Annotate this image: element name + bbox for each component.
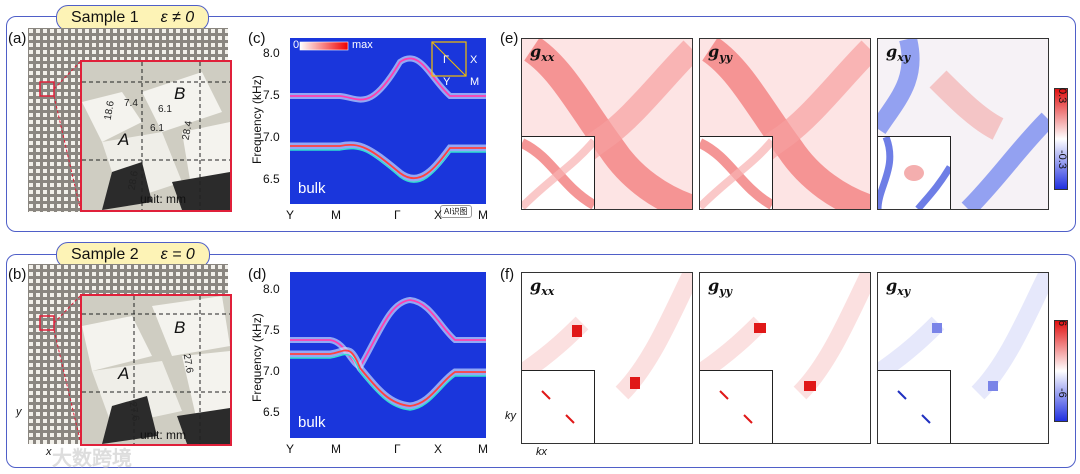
watermark-text: 大数跨境 — [52, 448, 132, 470]
metric-inset — [522, 370, 595, 443]
ai-badge[interactable]: AI识图 — [440, 205, 472, 218]
colorbar-bottom-label: -0.3 — [1056, 150, 1068, 169]
y-tick: 6.5 — [263, 172, 280, 186]
y-tick: 7.0 — [263, 364, 280, 378]
bulk-label: bulk — [298, 180, 326, 197]
sample-2-epsilon: ε = 0 — [160, 246, 195, 263]
metric-panel-gxy-2 — [877, 272, 1049, 444]
metric-panel-gxy-1 — [877, 38, 1049, 210]
colorbar-max: max — [352, 39, 373, 51]
unit-label: unit: mm — [140, 428, 187, 442]
metric-panel-gyy-1 — [699, 38, 871, 210]
sample-2-tag: Sample 2 ε = 0 — [56, 242, 210, 268]
sample-1-tag: Sample 1 ε ≠ 0 — [56, 5, 210, 31]
metric-inset — [878, 136, 951, 209]
y-tick: 8.0 — [263, 46, 280, 60]
x-tick: M — [331, 208, 341, 222]
colorbar-2 — [1054, 320, 1068, 422]
dim-label: 7.4 — [124, 98, 138, 109]
dim-label: 6.1 — [158, 104, 172, 115]
region-b-label: B — [174, 318, 186, 337]
metric-inset — [700, 136, 773, 209]
metric-inset — [700, 370, 773, 443]
panel-title-gyy: gyy — [708, 276, 732, 299]
axis-kx-label: kx — [536, 446, 547, 458]
sample-1-zoom — [80, 60, 232, 212]
bz-gamma-label: Γ — [443, 54, 450, 66]
sample-1-label: Sample 1 — [71, 9, 139, 26]
x-tick: X — [434, 208, 443, 222]
colorbar-min: 0 — [293, 39, 300, 51]
colorbar-bottom-label: -6 — [1056, 388, 1068, 398]
bulk-label: bulk — [298, 414, 326, 431]
x-tick: M — [331, 442, 341, 456]
dim-label: 6.1 — [150, 123, 164, 134]
band-structure-2 — [290, 272, 486, 438]
axis-y-label: y — [16, 406, 22, 418]
x-tick: Y — [286, 442, 295, 456]
y-tick: 7.5 — [263, 323, 280, 337]
region-a-label: A — [118, 130, 130, 149]
region-b-label: B — [174, 84, 186, 103]
x-tick: Γ — [394, 442, 401, 456]
panel-title-gxy: gxy — [886, 42, 911, 65]
panel-title-gxx: gxx — [530, 42, 555, 65]
region-a-label: A — [118, 364, 130, 383]
bz-m-label: M — [470, 76, 480, 88]
panel-title-gxy: gxy — [886, 276, 911, 299]
colorbar-top-label: 6 — [1056, 320, 1068, 327]
panel-b-label: (b) — [8, 266, 27, 283]
x-tick: M — [478, 208, 488, 222]
colorbar-1 — [1054, 88, 1068, 190]
metric-panel-gxx-2 — [521, 272, 693, 444]
sample-2-label: Sample 2 — [71, 246, 139, 263]
metric-panel-gxx-1 — [521, 38, 693, 210]
panel-c-label: (c) — [248, 30, 266, 47]
metric-inset — [878, 370, 951, 443]
x-tick: M — [478, 442, 488, 456]
panel-title-gxx: gxx — [530, 276, 555, 299]
bz-y-label: Y — [443, 76, 451, 88]
metric-panel-gyy-2 — [699, 272, 871, 444]
y-axis-label: Frequency (kHz) — [250, 313, 264, 402]
panel-a-label: (a) — [8, 30, 27, 47]
sample-1-epsilon: ε ≠ 0 — [160, 9, 195, 26]
panel-e-label: (e) — [500, 30, 519, 47]
panel-title-gyy: gyy — [708, 42, 732, 65]
y-tick: 7.0 — [263, 130, 280, 144]
y-tick: 8.0 — [263, 282, 280, 296]
x-tick: Y — [286, 208, 295, 222]
band-structure-1 — [290, 38, 486, 204]
y-axis-label: Frequency (kHz) — [250, 75, 264, 164]
panel-f-label: (f) — [500, 266, 515, 283]
y-tick: 7.5 — [263, 88, 280, 102]
axis-x-label: x — [46, 446, 52, 458]
panel-d-label: (d) — [248, 266, 267, 283]
bz-x-label: X — [470, 54, 478, 66]
x-tick: Γ — [394, 208, 401, 222]
metric-inset — [522, 136, 595, 209]
axis-ky-label: ky — [505, 410, 516, 422]
y-tick: 6.5 — [263, 405, 280, 419]
x-tick: X — [434, 442, 443, 456]
colorbar-top-label: 0.3 — [1056, 88, 1068, 104]
sample-2-zoom — [80, 294, 232, 446]
unit-label: unit: mm — [140, 192, 187, 206]
